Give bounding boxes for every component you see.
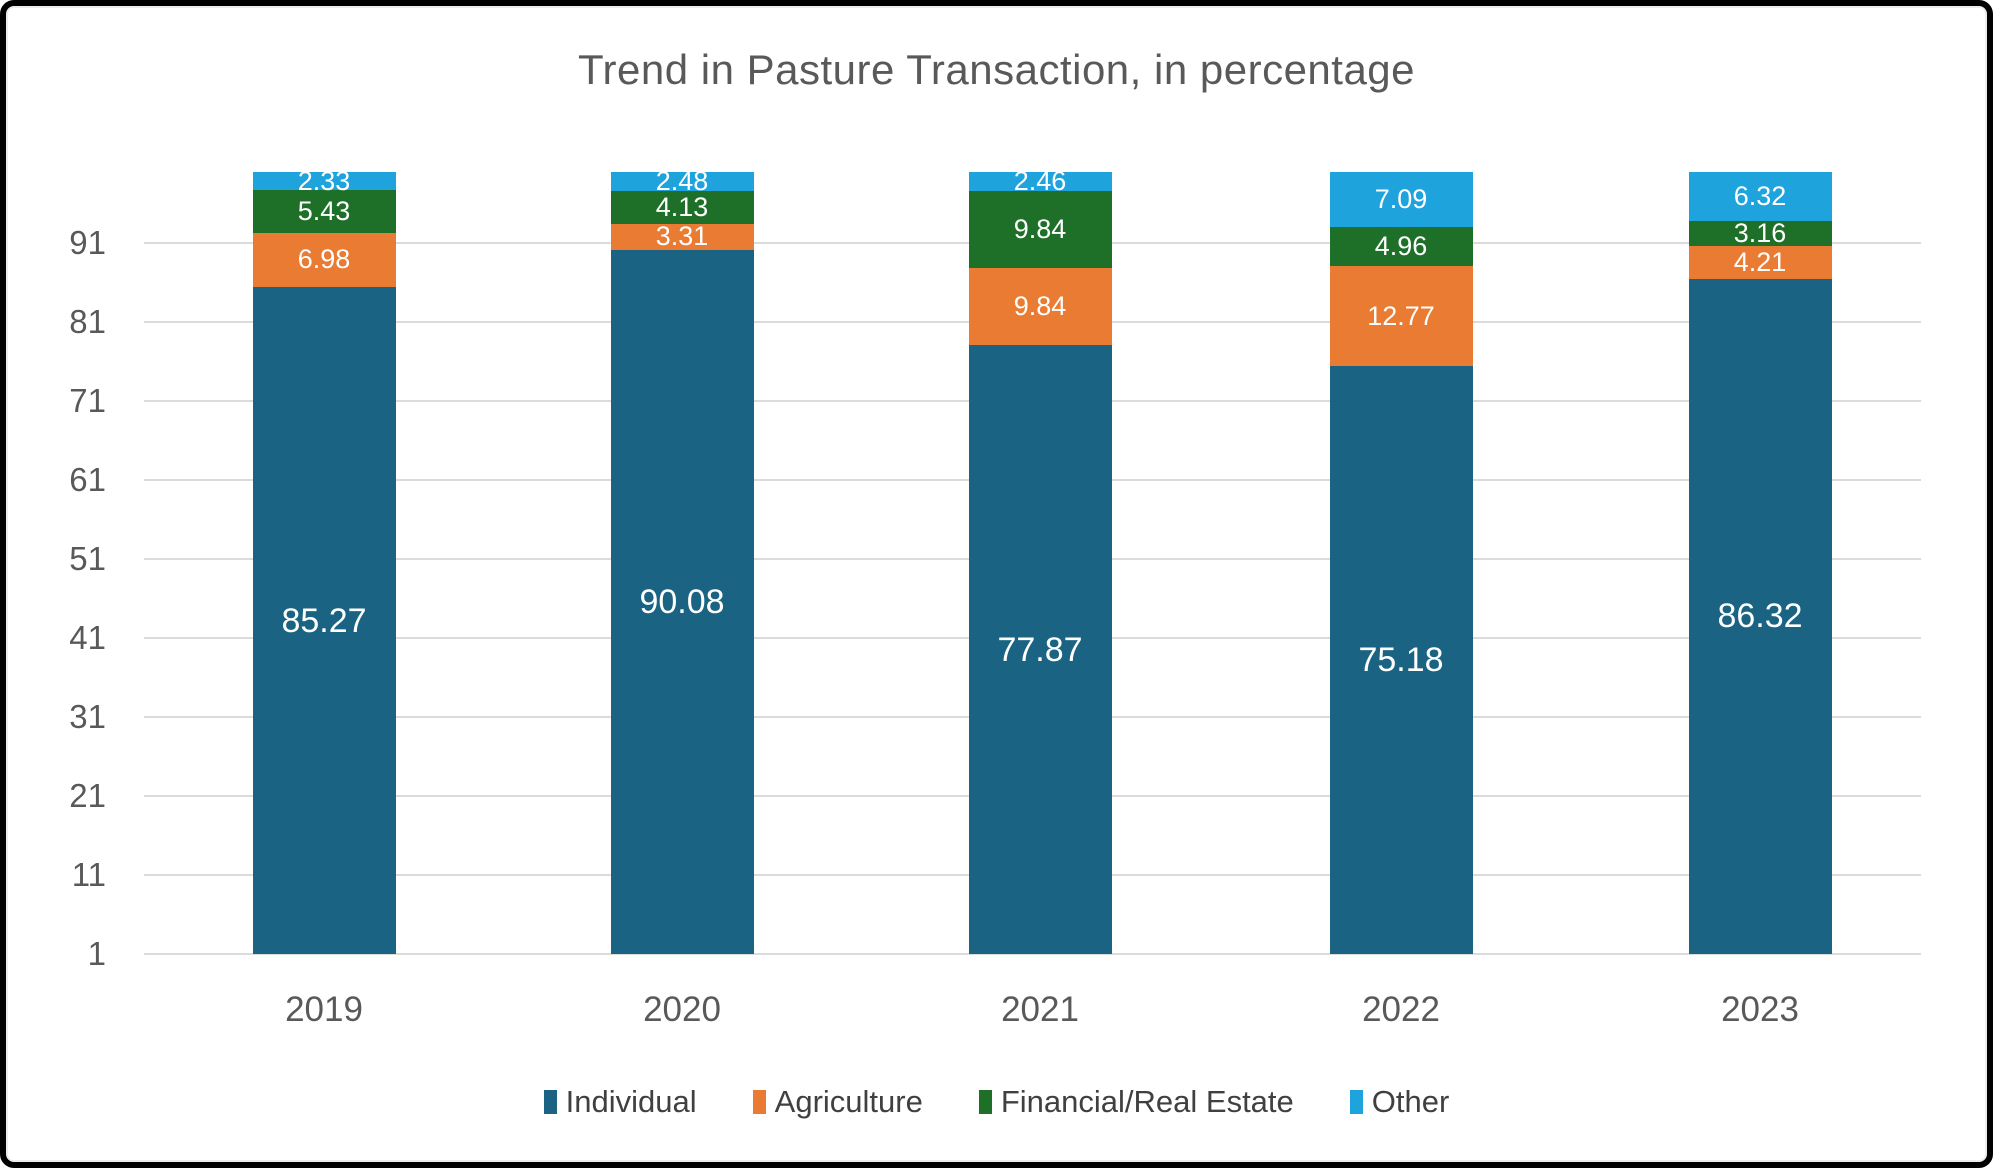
bar-segment-other-2019: 2.33 [252, 167, 396, 194]
legend-item-individual: Individual [543, 1084, 697, 1120]
segment-value-label: 9.84 [1013, 214, 1067, 245]
legend-label: Financial/Real Estate [1000, 1084, 1294, 1119]
segment-value-label: 4.21 [1733, 247, 1787, 277]
legend-swatch-icon [752, 1090, 766, 1114]
x-tick-label-2023: 2023 [1721, 990, 1799, 1029]
y-tick-label: 11 [71, 856, 106, 893]
segment-value-label: 2.48 [655, 166, 709, 197]
gridline [144, 953, 1921, 955]
bar-segment-financial-real-estate-2023: 3.16 [1688, 218, 1832, 249]
y-tick-label: 41 [69, 619, 106, 656]
legend: Individual Agriculture Financial/Real Esta… [6, 1084, 1987, 1120]
y-tick-label: 61 [69, 461, 106, 498]
segment-value-label: 86.32 [1717, 597, 1803, 636]
y-tick-label: 81 [69, 303, 106, 340]
x-tick-label-2019: 2019 [285, 990, 363, 1029]
chart-title: Trend in Pasture Transaction, in percent… [577, 46, 1416, 93]
y-tick-label: 31 [69, 698, 106, 735]
bar-segment-individual-2023: 86.32 [1688, 278, 1832, 954]
segment-value-label: 77.87 [997, 630, 1083, 669]
bar-segment-agriculture-2023: 4.21 [1688, 246, 1832, 279]
legend-swatch-icon [1349, 1090, 1363, 1114]
segment-value-label: 12.77 [1367, 300, 1435, 331]
bar-segment-financial-real-estate-2019: 5.43 [252, 190, 396, 233]
segment-value-label: 4.96 [1374, 231, 1428, 262]
x-tick-label-2021: 2021 [1001, 990, 1079, 1029]
segment-value-label: 75.18 [1358, 641, 1444, 680]
legend-label: Agriculture [774, 1084, 923, 1119]
segment-value-label: 7.09 [1374, 184, 1428, 215]
bar-segment-individual-2019: 85.27 [252, 287, 396, 954]
segment-value-label: 5.43 [297, 195, 351, 226]
legend-item-financial-real-estate: Financial/Real Estate [978, 1084, 1294, 1120]
x-tick-label-2022: 2022 [1362, 990, 1440, 1029]
bar-segment-other-2021: 2.46 [968, 168, 1112, 195]
segment-value-label: 3.31 [655, 221, 709, 252]
bar-segment-other-2020: 2.48 [610, 168, 754, 195]
legend-item-agriculture: Agriculture [752, 1084, 923, 1120]
segment-value-label: 3.16 [1733, 218, 1787, 249]
y-tick-label: 21 [69, 777, 106, 814]
bar-segment-individual-2021: 77.87 [968, 345, 1112, 954]
legend-label: Individual [565, 1084, 697, 1119]
bar-segment-agriculture-2019: 6.98 [252, 232, 396, 288]
bar-segment-financial-real-estate-2021: 9.84 [968, 191, 1112, 269]
segment-value-label: 85.27 [281, 601, 367, 640]
bar-segment-agriculture-2020: 3.31 [610, 221, 754, 252]
bar-segment-other-2022: 7.09 [1329, 172, 1473, 228]
legend-swatch-icon [978, 1090, 992, 1114]
legend-swatch-icon [543, 1090, 557, 1114]
bar-segment-agriculture-2021: 9.84 [968, 268, 1112, 346]
y-tick-label: 51 [69, 540, 106, 577]
bar-segment-agriculture-2022: 12.77 [1329, 266, 1473, 367]
segment-value-label: 4.13 [655, 192, 709, 223]
bar-segment-financial-real-estate-2022: 4.96 [1329, 227, 1473, 267]
bar-segment-individual-2022: 75.18 [1329, 366, 1473, 954]
y-tick-label: 91 [69, 224, 106, 261]
segment-value-label: 6.32 [1733, 181, 1787, 212]
bar-segment-other-2023: 6.32 [1688, 171, 1832, 222]
x-tick-label-2020: 2020 [643, 990, 721, 1029]
segment-value-label: 2.46 [1013, 166, 1067, 197]
legend-item-other: Other [1349, 1084, 1450, 1120]
segment-value-label: 2.33 [297, 165, 351, 196]
legend-label: Other [1371, 1084, 1450, 1119]
segment-value-label: 6.98 [297, 244, 351, 275]
segment-value-label: 9.84 [1013, 291, 1067, 322]
y-tick-label: 71 [69, 382, 106, 419]
segment-value-label: 90.08 [639, 582, 725, 621]
bar-segment-individual-2020: 90.08 [610, 249, 754, 954]
bar-segment-financial-real-estate-2020: 4.13 [610, 191, 754, 224]
y-tick-label: 1 [87, 935, 106, 972]
